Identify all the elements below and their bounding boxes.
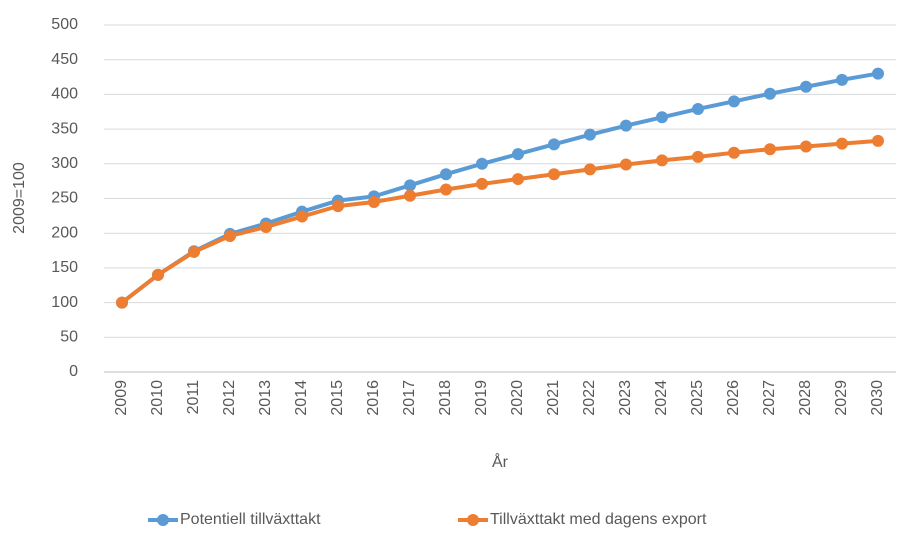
- x-tick-label: 2017: [401, 380, 418, 416]
- data-point: [656, 154, 668, 167]
- data-point: [440, 168, 452, 181]
- y-tick-label: 400: [51, 86, 78, 103]
- data-point: [476, 177, 488, 190]
- legend-label: Potentiell tillväxttakt: [180, 511, 321, 528]
- y-tick-label: 250: [51, 190, 78, 207]
- data-point: [332, 200, 344, 213]
- x-tick-label: 2024: [653, 380, 670, 416]
- x-tick-label: 2012: [221, 380, 238, 416]
- data-point: [872, 134, 884, 147]
- y-tick-label: 200: [51, 224, 78, 241]
- x-tick-label: 2019: [473, 380, 490, 416]
- data-point: [512, 173, 524, 186]
- x-tick-label: 2029: [833, 380, 850, 416]
- x-tick-label: 2009: [113, 380, 130, 416]
- data-point: [656, 111, 668, 124]
- data-point: [800, 80, 812, 93]
- data-point: [764, 87, 776, 100]
- data-point: [404, 189, 416, 202]
- x-tick-label: 2010: [149, 380, 166, 416]
- x-tick-label: 2014: [293, 380, 310, 416]
- data-point: [512, 148, 524, 161]
- x-tick-label: 2025: [689, 380, 706, 416]
- y-tick-label: 500: [51, 16, 78, 33]
- data-point: [728, 146, 740, 159]
- x-tick-label: 2020: [509, 380, 526, 416]
- data-point: [836, 73, 848, 86]
- data-point: [188, 245, 200, 258]
- x-tick-label: 2013: [257, 380, 274, 416]
- data-point: [584, 128, 596, 141]
- x-tick-label: 2018: [437, 380, 454, 416]
- data-point: [548, 138, 560, 151]
- data-point: [116, 296, 128, 309]
- x-tick-label: 2016: [365, 380, 382, 416]
- legend-marker: [157, 514, 169, 526]
- y-tick-label: 50: [60, 329, 78, 346]
- data-point: [692, 150, 704, 163]
- legend-label: Tillväxttakt med dagens export: [490, 511, 707, 528]
- data-point: [872, 67, 884, 80]
- y-tick-label: 450: [51, 51, 78, 68]
- y-tick-label: 150: [51, 259, 78, 276]
- y-tick-label: 350: [51, 120, 78, 137]
- y-tick-label: 300: [51, 155, 78, 172]
- data-point: [260, 220, 272, 233]
- x-tick-label: 2023: [617, 380, 634, 416]
- x-tick-label: 2011: [185, 380, 202, 415]
- series-line: [120, 71, 879, 305]
- x-tick-label: 2015: [329, 380, 346, 416]
- data-point: [404, 179, 416, 192]
- series-line: [120, 138, 879, 305]
- data-point: [368, 195, 380, 208]
- x-tick-label: 2028: [797, 380, 814, 416]
- data-point: [728, 95, 740, 108]
- data-point: [620, 119, 632, 132]
- y-axis-title: 2009=100: [11, 162, 28, 234]
- x-tick-label: 2026: [725, 380, 742, 416]
- x-axis-title: År: [492, 452, 509, 471]
- data-point: [620, 158, 632, 171]
- data-point: [584, 163, 596, 176]
- y-tick-label: 0: [69, 363, 78, 380]
- data-point: [476, 157, 488, 170]
- x-tick-label: 2027: [761, 380, 778, 416]
- data-point: [548, 168, 560, 181]
- data-point: [440, 183, 452, 196]
- data-point: [836, 137, 848, 150]
- data-point: [296, 210, 308, 223]
- data-point: [692, 102, 704, 115]
- data-point: [800, 140, 812, 153]
- x-tick-label: 2030: [869, 380, 886, 416]
- data-point: [764, 143, 776, 156]
- data-point: [152, 268, 164, 281]
- y-tick-label: 100: [51, 294, 78, 311]
- x-tick-label: 2021: [545, 380, 562, 416]
- data-point: [224, 229, 236, 242]
- x-tick-label: 2022: [581, 380, 598, 416]
- legend-marker: [467, 514, 479, 526]
